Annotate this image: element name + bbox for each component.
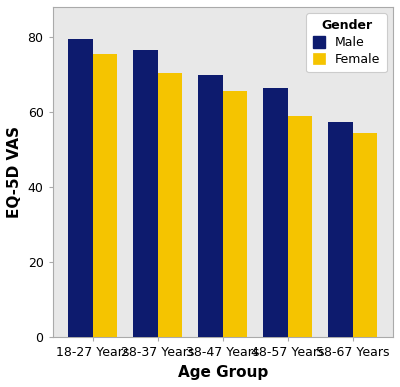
Y-axis label: EQ-5D VAS: EQ-5D VAS — [7, 126, 22, 218]
Bar — [68, 39, 93, 337]
Bar — [133, 50, 158, 337]
X-axis label: Age Group: Age Group — [178, 365, 268, 380]
Legend: Male, Female: Male, Female — [306, 13, 387, 72]
Bar — [353, 133, 378, 337]
Bar — [223, 91, 248, 337]
Bar — [198, 75, 223, 337]
Bar — [93, 54, 118, 337]
Bar — [288, 116, 312, 337]
Bar — [263, 88, 288, 337]
Bar — [158, 73, 182, 337]
Bar — [328, 122, 353, 337]
